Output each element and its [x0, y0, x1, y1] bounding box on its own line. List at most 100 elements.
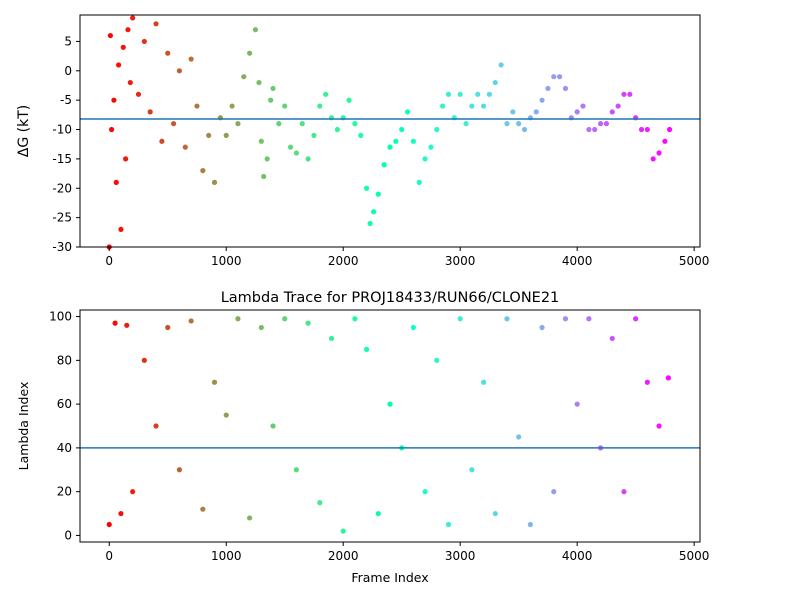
- data-point: [165, 50, 171, 56]
- data-point: [521, 126, 528, 133]
- data-point: [580, 103, 586, 109]
- data-point: [130, 15, 136, 21]
- data-point: [422, 156, 428, 162]
- data-point: [428, 144, 434, 150]
- data-point: [539, 97, 545, 103]
- data-point: [627, 91, 633, 97]
- lambda-y-axis-label: Lambda Index: [16, 382, 31, 471]
- data-point: [539, 324, 545, 331]
- data-point: [200, 168, 206, 174]
- data-point: [516, 121, 522, 127]
- data-point: [256, 79, 262, 86]
- data-point: [621, 91, 627, 97]
- data-point: [551, 74, 557, 80]
- data-point: [492, 510, 498, 517]
- data-point: [188, 56, 194, 62]
- data-point: [504, 316, 510, 322]
- data-point: [293, 150, 300, 156]
- data-point: [206, 132, 212, 139]
- delta-g-y-ticks: -30 -25 -20 -15 -10 -5 0 5: [52, 34, 80, 254]
- data-point: [352, 121, 358, 127]
- data-point: [551, 489, 557, 495]
- data-point: [480, 103, 487, 109]
- y-tick-label: -10: [52, 123, 72, 137]
- data-point: [434, 126, 440, 133]
- data-point: [120, 44, 126, 50]
- x-tick-label: 2000: [328, 254, 359, 268]
- data-point: [340, 528, 346, 534]
- data-point: [586, 316, 592, 322]
- data-point: [592, 126, 598, 133]
- data-point: [422, 489, 428, 495]
- data-point: [247, 515, 253, 521]
- data-point: [410, 324, 416, 331]
- data-point: [603, 121, 610, 127]
- delta-g-y-axis-label: ΔG (kT): [16, 105, 32, 157]
- data-point: [229, 103, 235, 109]
- data-point: [165, 324, 171, 331]
- data-point: [621, 489, 627, 495]
- delta-g-points: [106, 15, 673, 250]
- data-point: [498, 62, 504, 68]
- data-point: [276, 121, 282, 127]
- data-point: [170, 121, 177, 127]
- data-point: [469, 467, 475, 473]
- x-tick-label: 1000: [211, 254, 242, 268]
- data-point: [159, 138, 165, 144]
- data-point: [305, 320, 311, 326]
- data-point: [108, 126, 115, 133]
- data-point: [106, 521, 112, 528]
- data-point: [387, 144, 393, 150]
- x-tick-label: 5000: [679, 549, 710, 563]
- data-point: [194, 103, 200, 109]
- data-point: [404, 109, 411, 115]
- data-point: [241, 74, 247, 80]
- y-tick-label: 5: [64, 34, 72, 48]
- y-tick-label: -20: [52, 181, 72, 195]
- data-point: [135, 91, 142, 97]
- data-point: [211, 379, 218, 385]
- data-point: [457, 91, 463, 97]
- data-point: [258, 324, 264, 331]
- data-point: [264, 156, 270, 162]
- data-point: [268, 97, 274, 103]
- data-point: [457, 316, 463, 322]
- data-point: [270, 423, 276, 429]
- data-point: [367, 220, 373, 227]
- data-point: [112, 320, 118, 326]
- data-point: [113, 179, 119, 185]
- x-tick-label: 3000: [445, 549, 476, 563]
- x-tick-label: 3000: [445, 254, 476, 268]
- x-tick-label: 4000: [562, 549, 593, 563]
- data-point: [381, 162, 387, 168]
- data-point: [387, 401, 393, 407]
- data-point: [445, 91, 452, 97]
- data-point: [463, 121, 469, 127]
- y-tick-label: 0: [64, 528, 72, 542]
- data-point: [469, 103, 475, 109]
- x-tick-label: 0: [105, 254, 113, 268]
- data-point: [130, 489, 136, 495]
- data-point: [665, 375, 672, 381]
- data-point: [247, 50, 253, 56]
- data-point: [644, 379, 650, 385]
- data-point: [188, 318, 194, 324]
- data-point: [364, 346, 370, 352]
- data-point: [609, 109, 615, 115]
- data-point: [124, 322, 130, 328]
- data-point: [597, 121, 604, 127]
- data-point: [516, 434, 522, 440]
- data-point: [270, 85, 276, 92]
- y-tick-label: 20: [57, 485, 72, 499]
- x-tick-label: 5000: [679, 254, 710, 268]
- data-point: [141, 38, 147, 45]
- x-tick-label: 1000: [211, 549, 242, 563]
- data-point: [107, 32, 114, 39]
- data-point: [328, 335, 335, 342]
- y-tick-label: 0: [64, 64, 72, 78]
- data-point: [662, 138, 668, 144]
- data-point: [399, 126, 405, 133]
- data-point: [545, 85, 551, 92]
- data-point: [358, 132, 364, 139]
- data-point: [609, 335, 615, 342]
